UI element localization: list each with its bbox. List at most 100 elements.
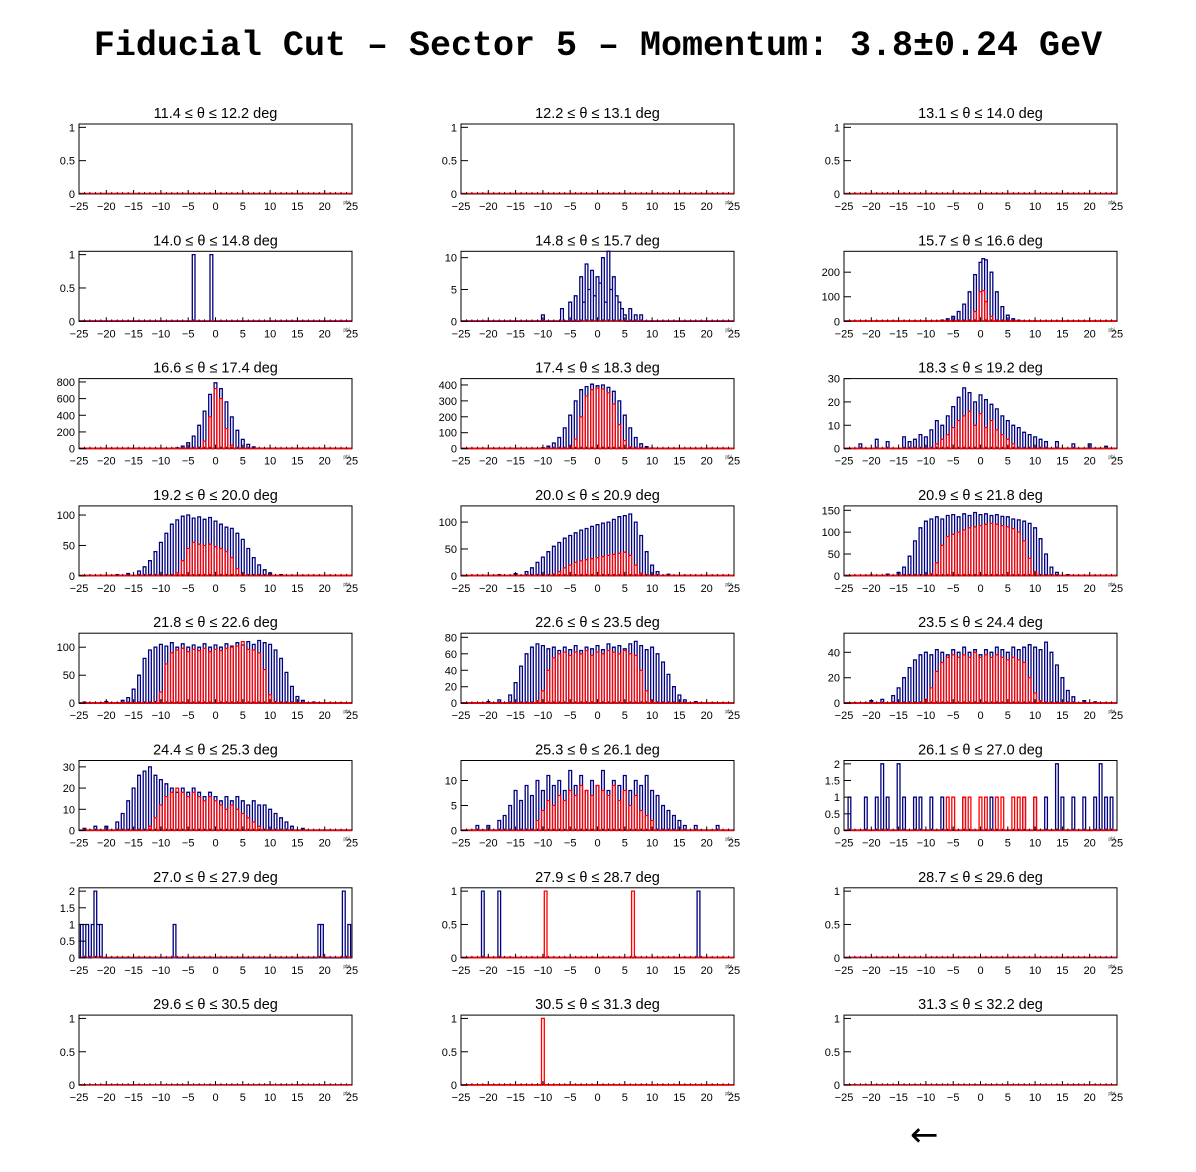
x-tick-label: 10 [264, 838, 276, 850]
histogram-bins [461, 513, 734, 577]
x-tick-label: −10 [534, 1092, 553, 1104]
plot-frame [78, 760, 353, 831]
histogram-bins [461, 890, 734, 959]
x-tick-label: 20 [701, 583, 713, 595]
x-tick-label: −15 [124, 583, 143, 595]
histogram-panel: 14.8 ≤ θ ≤ 15.7 deg −25 −20 −15 −10 −5 0 5 10 15 2… [445, 233, 740, 340]
x-tick-label: 5 [622, 838, 628, 850]
x-tick-label: −25 [452, 583, 471, 595]
panel-title: 30.5 ≤ θ ≤ 31.3 deg [535, 997, 660, 1013]
y-tick-label: 200 [822, 267, 840, 279]
histogram-bins [844, 796, 1117, 832]
y-tick-label: 10 [445, 776, 457, 788]
x-axis-label: phi [343, 200, 350, 206]
histogram-bins [844, 387, 1117, 450]
x-tick-label: −20 [479, 838, 498, 850]
y-tick-label: 2 [834, 759, 840, 771]
x-tick-label: 25 [1111, 583, 1123, 595]
x-tick-label: 25 [1111, 201, 1123, 213]
series-cut [79, 787, 352, 832]
y-tick-label: 40 [445, 665, 457, 677]
x-tick-label: 10 [264, 710, 276, 722]
x-tick-label: 0 [977, 201, 983, 213]
x-tick-label: 5 [622, 201, 628, 213]
y-tick-label: 5 [451, 801, 457, 813]
series-all [461, 513, 734, 577]
x-tick-label: 25 [346, 456, 358, 468]
x-tick-label: −15 [889, 328, 908, 340]
x-tick-label: −25 [835, 456, 854, 468]
panel-title: 31.3 ≤ θ ≤ 32.2 deg [918, 997, 1043, 1013]
x-tick-label: 20 [701, 328, 713, 340]
x-tick-label: −10 [152, 456, 171, 468]
panel-title: 23.5 ≤ θ ≤ 24.4 deg [918, 615, 1043, 631]
x-tick-label: 20 [1084, 328, 1096, 340]
y-tick-label: 0 [834, 826, 840, 838]
y-tick-label: 200 [439, 412, 457, 424]
x-axis-label: phi [725, 582, 732, 588]
histogram-bins [844, 641, 1117, 704]
x-tick-label: 0 [594, 710, 600, 722]
x-tick-label: 15 [291, 201, 303, 213]
x-tick-label: −15 [506, 201, 525, 213]
x-axis-label: phi [343, 582, 350, 588]
x-tick-label: −5 [182, 838, 195, 850]
x-tick-label: 0 [212, 838, 218, 850]
x-tick-label: 5 [240, 1092, 246, 1104]
x-tick-label: 25 [1111, 710, 1123, 722]
x-tick-label: 20 [319, 965, 331, 977]
x-tick-label: 20 [1084, 201, 1096, 213]
y-tick-label: 80 [445, 632, 457, 644]
x-tick-label: −10 [152, 838, 171, 850]
x-tick-label: 20 [1084, 1092, 1096, 1104]
x-tick-label: 25 [728, 838, 740, 850]
x-tick-label: −25 [452, 328, 471, 340]
series-all [79, 766, 352, 832]
y-tick-label: 1 [834, 1013, 840, 1025]
x-axis-label: phi [725, 837, 732, 843]
x-tick-label: −20 [479, 201, 498, 213]
back-arrow-icon[interactable]: ← [910, 1115, 939, 1155]
x-tick-label: 5 [1005, 583, 1011, 595]
series-cut [79, 387, 352, 450]
x-tick-label: −5 [182, 710, 195, 722]
plot-frame [460, 378, 735, 450]
series-all [844, 387, 1117, 450]
panel-title: 13.1 ≤ θ ≤ 14.0 deg [918, 106, 1043, 122]
y-tick-label: 100 [822, 527, 840, 539]
y-tick-label: 1 [69, 122, 75, 134]
x-tick-label: 15 [291, 710, 303, 722]
y-tick-label: 0 [834, 571, 840, 583]
x-tick-label: −10 [152, 583, 171, 595]
x-tick-label: 15 [1056, 710, 1068, 722]
x-tick-label: −10 [917, 201, 936, 213]
x-tick-label: −20 [862, 328, 881, 340]
y-tick-label: 10 [828, 420, 840, 432]
x-tick-label: −15 [506, 838, 525, 850]
series-cut [461, 387, 734, 450]
x-tick-label: 5 [1005, 710, 1011, 722]
x-tick-label: 15 [673, 710, 685, 722]
histogram-bins [79, 890, 352, 959]
x-axis-label: phi [725, 709, 732, 715]
x-tick-label: 5 [1005, 965, 1011, 977]
x-tick-label: 25 [1111, 1092, 1123, 1104]
y-tick-label: 0.5 [825, 919, 840, 931]
x-tick-label: −25 [70, 583, 89, 595]
plot-frame [460, 123, 735, 195]
x-tick-label: 0 [212, 328, 218, 340]
y-tick-label: 40 [828, 647, 840, 659]
histogram-bins [461, 387, 734, 450]
x-tick-label: 0 [977, 710, 983, 722]
x-tick-label: 20 [319, 583, 331, 595]
histogram-panel: 21.8 ≤ θ ≤ 22.6 deg −25 −20 −15 −10 −5 0 5 10 15 2… [57, 615, 358, 722]
x-tick-label: 0 [212, 1092, 218, 1104]
plot-frame [843, 760, 1118, 831]
x-tick-label: 10 [1029, 965, 1041, 977]
histogram-bins [461, 250, 734, 322]
x-axis-label: phi [1108, 582, 1115, 588]
x-tick-label: 15 [291, 456, 303, 468]
x-tick-label: 5 [1005, 838, 1011, 850]
x-axis-label: phi [725, 1091, 732, 1097]
